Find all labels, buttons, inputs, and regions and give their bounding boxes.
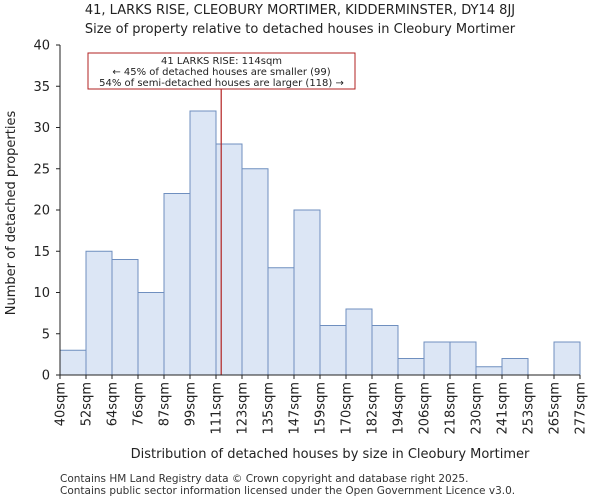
bar-147sqm [293, 209, 321, 376]
y-tick-label: 40 [33, 39, 50, 54]
bar-64sqm [111, 259, 139, 376]
bar-40sqm [59, 349, 87, 376]
y-tick-label: 10 [33, 286, 50, 301]
y-tick-label: 20 [33, 204, 50, 219]
x-axis-label: Distribution of detached houses by size … [131, 447, 530, 462]
y-tick-label: 5 [42, 327, 50, 342]
x-tick-label: 99sqm [184, 382, 199, 426]
bar-265sqm [553, 341, 581, 376]
bar-87sqm [163, 193, 191, 376]
bar-76sqm [137, 292, 165, 376]
bar-182sqm [371, 325, 399, 376]
x-tick-label: 230sqm [470, 382, 485, 435]
bar-135sqm [267, 267, 295, 376]
bar-241sqm [501, 358, 529, 376]
chart-subtitle: Size of property relative to detached ho… [84, 22, 516, 37]
y-tick-label: 30 [33, 121, 50, 136]
annotation-line-2: ← 45% of detached houses are smaller (99… [112, 67, 330, 78]
bar-194sqm [397, 358, 425, 376]
footer-line-1: Contains HM Land Registry data © Crown c… [60, 473, 469, 485]
x-tick-label: 277sqm [574, 382, 589, 435]
x-tick-label: 40sqm [54, 382, 69, 426]
bar-111sqm [215, 143, 243, 376]
x-tick-label: 218sqm [444, 382, 459, 435]
x-tick-label: 159sqm [314, 382, 329, 435]
annotation-line-3: 54% of semi-detached houses are larger (… [99, 78, 344, 89]
bar-218sqm [449, 341, 477, 376]
annotation-line-1: 41 LARKS RISE: 114sqm [161, 56, 282, 67]
y-axis-label: Number of detached properties [4, 111, 19, 316]
x-tick-label: 182sqm [366, 382, 381, 435]
y-tick-label: 25 [33, 162, 50, 177]
x-tick-label: 52sqm [80, 382, 95, 426]
footer-line-2: Contains public sector information licen… [60, 485, 516, 497]
x-axis-ticks: 40sqm 52sqm 64sqm 76sqm 87sqm 99sqm 111sqm 123s… [54, 375, 589, 435]
bar-230sqm [475, 366, 503, 376]
x-tick-label: 123sqm [236, 382, 251, 435]
y-tick-label: 0 [42, 369, 50, 384]
x-tick-label: 87sqm [158, 382, 173, 426]
x-tick-label: 170sqm [340, 382, 355, 435]
bar-170sqm [345, 308, 373, 376]
bar-123sqm [241, 168, 269, 376]
bars-group [59, 110, 581, 376]
x-tick-label: 135sqm [262, 382, 277, 435]
x-tick-label: 241sqm [496, 382, 511, 435]
x-tick-label: 194sqm [392, 382, 407, 435]
x-tick-label: 206sqm [418, 382, 433, 435]
x-tick-label: 111sqm [210, 382, 225, 435]
annotation-box [87, 52, 356, 90]
chart-title: 41, LARKS RISE, CLEOBURY MORTIMER, KIDDE… [84, 3, 516, 18]
x-tick-label: 265sqm [548, 382, 563, 435]
bar-99sqm [189, 110, 217, 376]
x-tick-label: 253sqm [522, 382, 537, 435]
bar-206sqm [423, 341, 451, 376]
bar-52sqm [85, 250, 113, 376]
y-tick-label: 35 [33, 80, 50, 95]
y-tick-label: 15 [33, 245, 50, 260]
bar-159sqm [319, 325, 347, 376]
y-axis-ticks: 0 5 10 15 20 25 30 35 40 [33, 39, 60, 384]
x-tick-label: 76sqm [132, 382, 147, 426]
x-tick-label: 147sqm [288, 382, 303, 435]
x-tick-label: 64sqm [106, 382, 121, 426]
